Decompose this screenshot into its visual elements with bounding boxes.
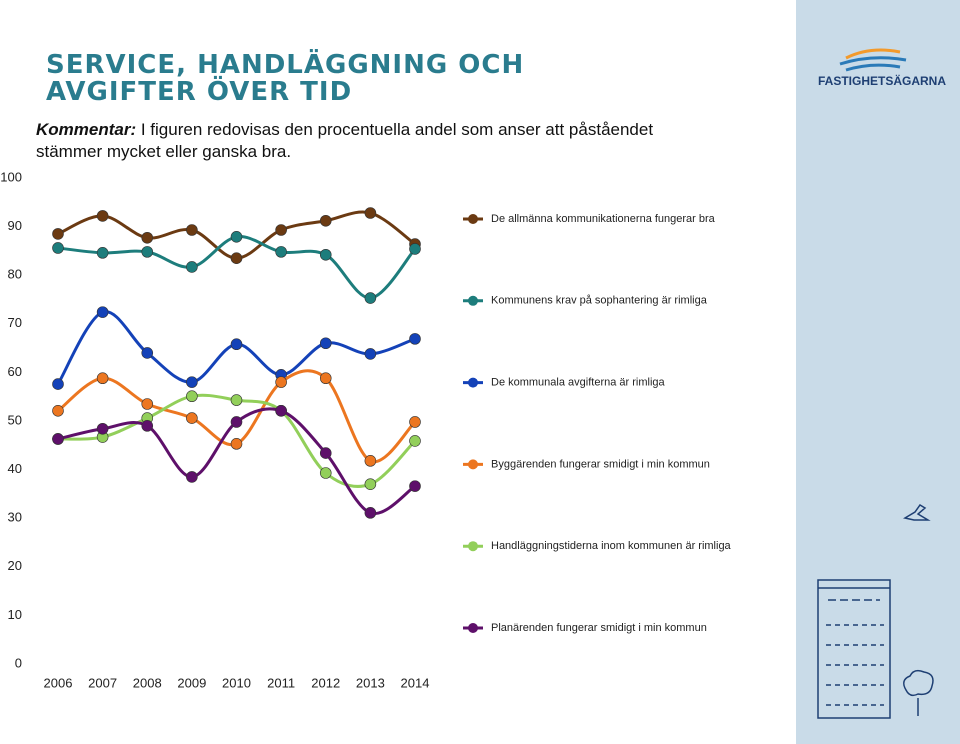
data-point (319, 447, 332, 459)
data-point (186, 376, 198, 388)
y-tick-label: 30 (8, 510, 22, 525)
data-point (230, 438, 243, 450)
data-point (52, 378, 64, 390)
y-tick-label: 100 (0, 169, 22, 184)
data-point (230, 252, 243, 264)
data-point (364, 292, 377, 304)
title: SERVICE, HANDLÄGGNING OCH AVGIFTER ÖVER … (46, 50, 525, 107)
comment: Kommentar: I figuren redovisas den proce… (36, 119, 686, 163)
data-point (230, 338, 243, 351)
legend-label: Planärenden fungerar smidigt i min kommu… (491, 622, 707, 634)
data-point (319, 467, 332, 479)
data-point (275, 376, 287, 388)
legend-label: Kommunens krav på sophantering är rimlig… (491, 295, 708, 307)
legend-label: Byggärenden fungerar smidigt i min kommu… (491, 458, 710, 470)
data-point (96, 422, 109, 435)
y-tick-label: 80 (8, 267, 22, 282)
y-tick-label: 50 (8, 412, 22, 427)
y-tick-label: 90 (8, 218, 22, 233)
data-point (141, 420, 154, 432)
y-tick-label: 40 (8, 461, 22, 476)
data-point (364, 207, 377, 219)
data-point (275, 224, 287, 236)
y-tick-label: 60 (8, 364, 22, 379)
x-tick-label: 2008 (133, 675, 162, 690)
data-point (319, 337, 332, 350)
data-point (186, 390, 198, 403)
x-tick-label: 2012 (311, 675, 340, 690)
data-point (319, 214, 332, 227)
data-point (230, 394, 243, 406)
x-tick-label: 2014 (401, 675, 430, 690)
building-icon (817, 579, 891, 719)
data-point (409, 480, 421, 492)
data-point (364, 348, 377, 360)
legend-label: De kommunala avgifterna är rimliga (491, 377, 666, 389)
data-point (275, 404, 287, 417)
data-point (96, 306, 109, 318)
data-point (364, 455, 377, 467)
legend-marker (468, 459, 478, 470)
bird-icon (903, 504, 931, 521)
legend-label: Handläggningstiderna inom kommunen är ri… (491, 540, 732, 552)
data-point (409, 243, 421, 255)
data-point (319, 248, 332, 261)
data-point (96, 372, 109, 385)
comment-text: I figuren redovisas den procentuella and… (36, 120, 654, 161)
data-point (52, 228, 64, 240)
logo-waves (839, 48, 907, 72)
data-point (186, 471, 198, 483)
legend-marker (468, 541, 478, 552)
x-tick-label: 2013 (356, 675, 385, 690)
data-point (52, 404, 64, 417)
x-tick-label: 2010 (222, 675, 251, 690)
data-point (52, 433, 64, 445)
data-point (141, 398, 154, 410)
data-point (230, 231, 243, 243)
legend-marker (468, 214, 478, 224)
legend-marker (468, 295, 478, 306)
data-point (186, 224, 198, 236)
data-point (275, 246, 287, 258)
data-point (409, 416, 421, 428)
series-line (57, 235, 417, 300)
data-point (319, 372, 332, 385)
comment-label: Kommentar: (36, 120, 137, 139)
y-tick-label: 20 (8, 558, 22, 573)
data-point (141, 347, 154, 359)
side-panel (796, 0, 960, 744)
data-point (409, 435, 421, 447)
series-line (57, 369, 417, 464)
legend-marker (468, 377, 478, 388)
x-tick-label: 2011 (267, 675, 295, 690)
data-point (52, 242, 64, 254)
legend-marker (468, 623, 478, 633)
tree-icon (903, 669, 934, 716)
y-tick-label: 70 (8, 315, 22, 330)
data-point (409, 333, 421, 345)
x-tick-label: 2009 (177, 675, 206, 690)
y-tick-label: 0 (15, 655, 22, 670)
legend-label: De allmänna kommunikationerna fungerar b… (491, 213, 716, 225)
data-point (96, 247, 109, 259)
brand: FASTIGHETSÄGARNA (818, 74, 947, 88)
x-tick-label: 2007 (88, 675, 117, 690)
data-point (141, 246, 154, 258)
data-point (364, 507, 377, 519)
x-tick-label: 2006 (44, 675, 73, 690)
data-point (96, 210, 109, 222)
y-tick-label: 10 (8, 607, 22, 622)
data-point (364, 478, 377, 490)
data-point (186, 412, 198, 424)
data-point (141, 231, 154, 244)
data-point (230, 416, 243, 428)
data-point (186, 261, 198, 273)
